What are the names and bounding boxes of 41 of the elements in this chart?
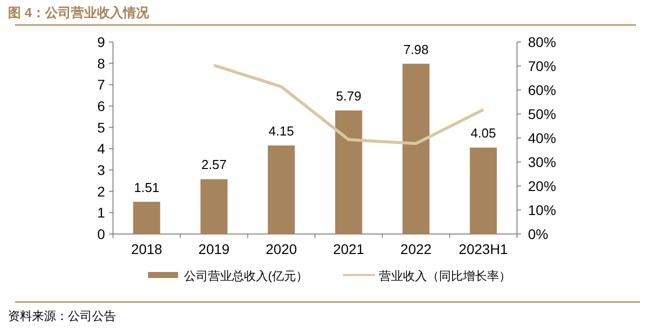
- data-label: 4.05: [470, 126, 496, 141]
- y-tick-label: 3: [97, 162, 106, 178]
- x-tick-label: 2020: [266, 241, 298, 257]
- y-tick-label: 7: [97, 76, 106, 93]
- data-label: 7.98: [403, 42, 429, 57]
- y-tick-label: 5: [97, 119, 106, 136]
- y2-tick-label: 10%: [528, 202, 556, 218]
- x-tick-label: 2022: [400, 241, 432, 257]
- data-label: 2.57: [201, 157, 227, 172]
- x-tick-label: 2019: [198, 241, 230, 257]
- data-label: 5.79: [336, 88, 362, 104]
- y2-tick-label: 20%: [528, 178, 556, 194]
- legend-label: 公司营业总收入(亿元）: [184, 269, 308, 283]
- y2-tick-label: 80%: [528, 34, 556, 50]
- y-tick-label: 8: [97, 55, 106, 72]
- bar: [335, 110, 362, 234]
- bar: [470, 148, 497, 234]
- y-tick-label: 0: [97, 226, 106, 242]
- y-tick-label: 2: [97, 183, 106, 200]
- bar: [133, 202, 160, 234]
- x-tick-label: 2021: [333, 241, 364, 257]
- bar: [200, 179, 228, 234]
- x-tick-label: 2018: [131, 241, 162, 257]
- x-tick-label: 2023H1: [458, 241, 508, 257]
- y2-tick-label: 40%: [528, 130, 556, 146]
- y-tick-label: 1: [97, 204, 106, 221]
- y-tick-label: 6: [97, 98, 106, 114]
- bar: [402, 64, 430, 234]
- y-tick-label: 9: [97, 34, 106, 50]
- chart-title: 图 4：公司营业收入情况: [8, 5, 150, 20]
- data-label: 4.15: [268, 123, 294, 138]
- y2-tick-label: 70%: [528, 58, 556, 74]
- bar: [268, 145, 295, 234]
- y2-tick-label: 30%: [528, 154, 556, 170]
- text: 资料来源：公司公告: [8, 309, 116, 323]
- data-label: 1.51: [134, 180, 160, 195]
- y2-tick-label: 50%: [528, 106, 556, 122]
- legend-label: 营业收入（同比增长率）: [379, 269, 511, 283]
- y2-tick-label: 60%: [528, 82, 556, 98]
- y-tick-label: 4: [97, 140, 106, 157]
- y2-tick-label: 0%: [528, 226, 548, 242]
